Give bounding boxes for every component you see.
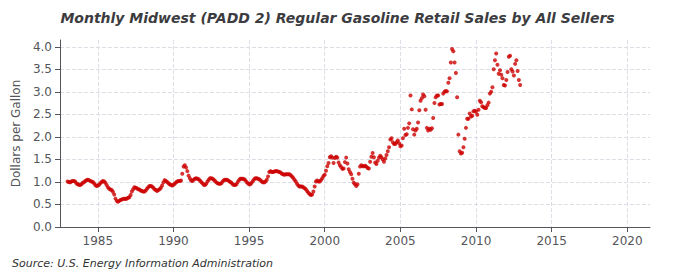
svg-text:0.5: 0.5 — [33, 197, 52, 211]
svg-text:2020: 2020 — [612, 234, 643, 248]
svg-text:2000: 2000 — [309, 234, 340, 248]
svg-text:3.5: 3.5 — [33, 62, 52, 76]
svg-text:2015: 2015 — [536, 234, 567, 248]
svg-text:Monthly Midwest (PADD 2) Regul: Monthly Midwest (PADD 2) Regular Gasolin… — [60, 10, 614, 26]
svg-text:1995: 1995 — [234, 234, 265, 248]
svg-text:2.5: 2.5 — [33, 107, 52, 121]
svg-text:1.5: 1.5 — [33, 152, 52, 166]
svg-text:1.0: 1.0 — [33, 175, 52, 189]
svg-text:0.0: 0.0 — [33, 220, 52, 234]
svg-text:3.0: 3.0 — [33, 85, 52, 99]
svg-text:4.0: 4.0 — [33, 40, 52, 54]
svg-text:Dollars per Gallon: Dollars per Gallon — [9, 80, 23, 188]
svg-text:1990: 1990 — [158, 234, 189, 248]
svg-text:1985: 1985 — [83, 234, 114, 248]
svg-text:2005: 2005 — [385, 234, 416, 248]
svg-text:2010: 2010 — [461, 234, 492, 248]
svg-text:Source: U.S. Energy Informatio: Source: U.S. Energy Information Administ… — [12, 257, 273, 270]
svg-text:2.0: 2.0 — [33, 130, 52, 144]
